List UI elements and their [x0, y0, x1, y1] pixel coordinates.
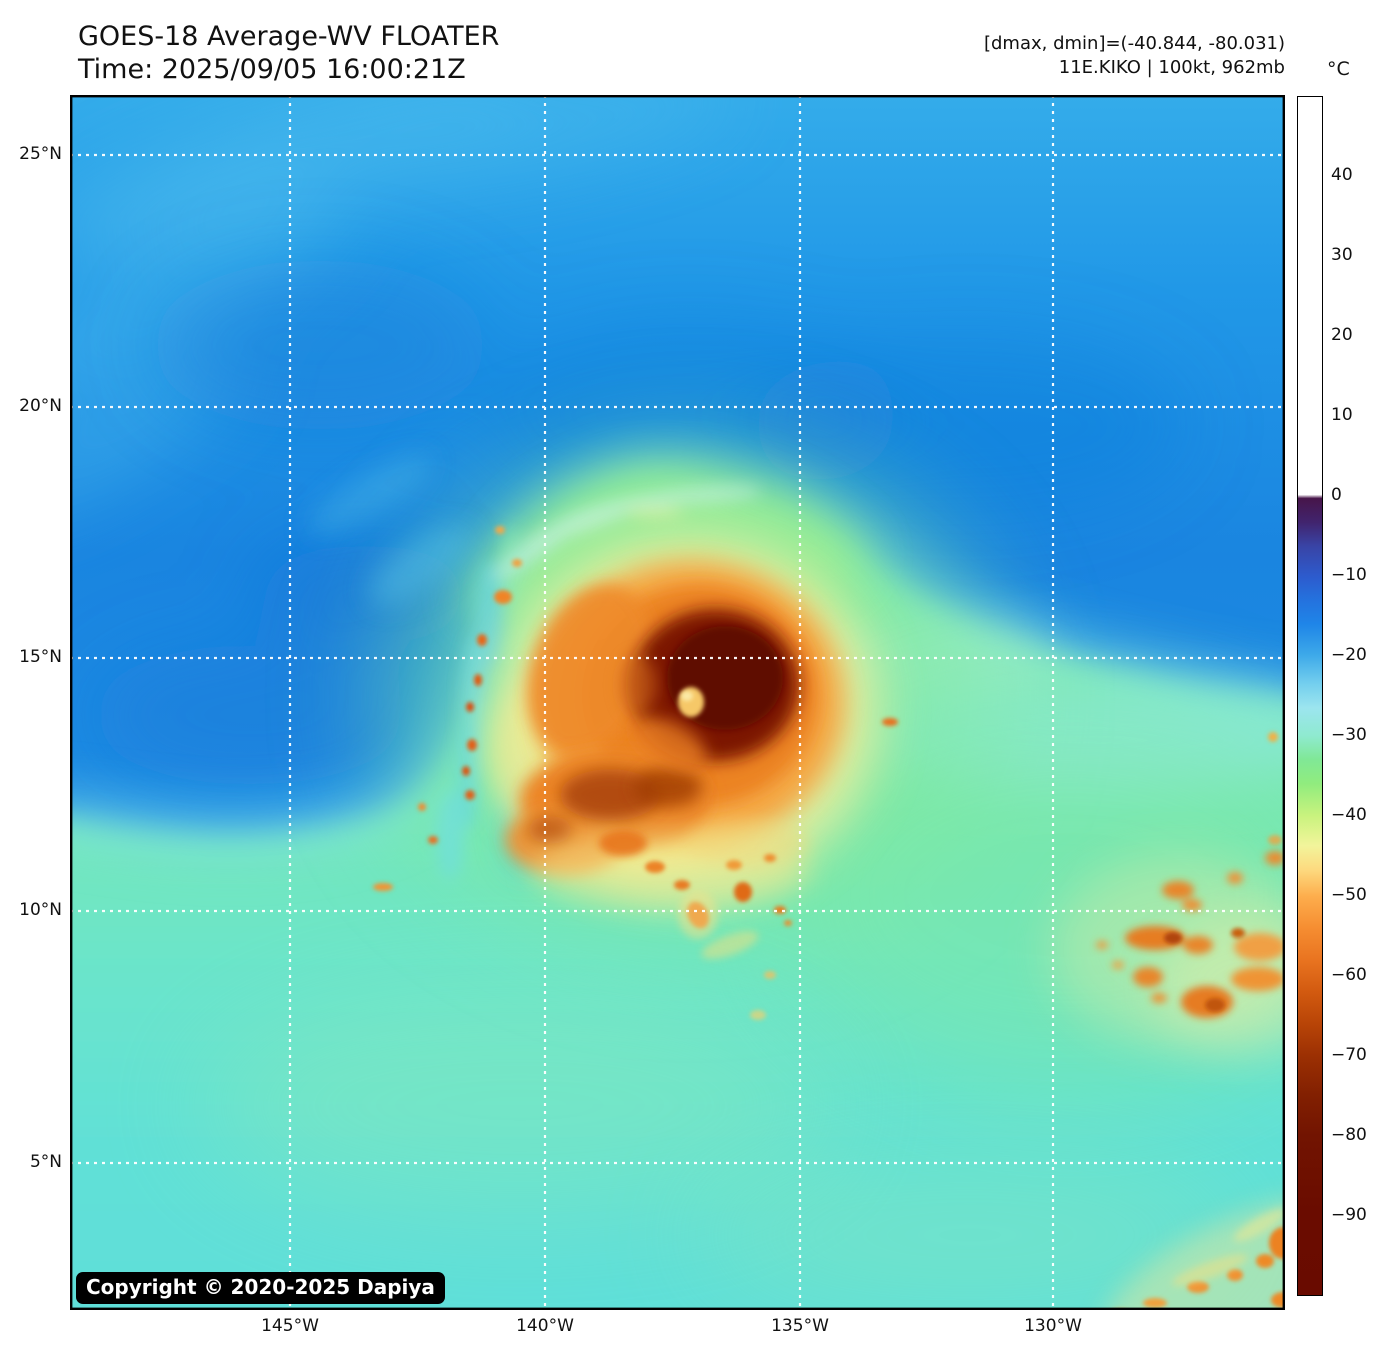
colorbar-tick-label: −10: [1331, 565, 1367, 585]
colorbar-tick-label: −20: [1331, 645, 1367, 665]
copyright-badge: Copyright © 2020-2025 Dapiya: [76, 1272, 445, 1304]
colorbar-tick-label: −40: [1331, 805, 1367, 825]
colorbar-tick-label: −60: [1331, 965, 1367, 985]
lat-tick-label: 5°N: [29, 1152, 62, 1172]
dmax-dmin-readout: [dmax, dmin]=(-40.844, -80.031): [983, 33, 1285, 54]
lat-tick-label: 15°N: [19, 647, 62, 667]
storm-info-block: [dmax, dmin]=(-40.844, -80.031) 11E.KIKO…: [984, 32, 1285, 80]
colorbar-tick-label: 40: [1331, 165, 1353, 185]
page-title: GOES-18 Average-WV FLOATER: [78, 21, 500, 52]
wv-satellite-image: [70, 95, 1285, 1310]
southeast-convection-cluster: [1050, 851, 1285, 1055]
west-line-speckles: [373, 526, 1282, 891]
storm-id-intensity: 11E.KIKO | 100kt, 962mb: [1058, 57, 1285, 78]
colorbar-tick-label: 20: [1331, 325, 1353, 345]
hurricane-kiko: [490, 533, 880, 910]
colorbar-tick-label: 30: [1331, 245, 1353, 265]
lon-tick-label: 135°W: [771, 1316, 829, 1336]
header-block: GOES-18 Average-WV FLOATER Time: 2025/09…: [78, 20, 499, 86]
lon-tick-label: 145°W: [261, 1316, 319, 1336]
colorbar-tick-label: 10: [1331, 405, 1353, 425]
colorbar-tick-label: 0: [1331, 485, 1342, 505]
trailing-convection: [599, 830, 792, 1020]
colorbar-tick-label: −90: [1331, 1205, 1367, 1225]
satellite-map: Copyright © 2020-2025 Dapiya: [70, 95, 1285, 1310]
colorbar-unit-label: °C: [1327, 58, 1350, 80]
lat-tick-label: 25°N: [19, 144, 62, 164]
colorbar-tick-label: −70: [1331, 1045, 1367, 1065]
timestamp: Time: 2025/09/05 16:00:21Z: [78, 54, 466, 85]
lon-tick-label: 130°W: [1024, 1316, 1082, 1336]
corner-convection-band: [1101, 1196, 1285, 1310]
latlon-gridlines: [70, 95, 1285, 1310]
cirrus-streaks-northwest: [70, 95, 737, 516]
map-frame: [70, 95, 1285, 1310]
lat-tick-label: 20°N: [19, 396, 62, 416]
colorbar-tick-label: −50: [1331, 885, 1367, 905]
colorbar: [1297, 96, 1323, 1296]
colorbar-tick-label: −80: [1331, 1125, 1367, 1145]
colorbar-tick-label: −30: [1331, 725, 1367, 745]
lat-tick-label: 10°N: [19, 900, 62, 920]
lon-tick-label: 140°W: [516, 1316, 574, 1336]
